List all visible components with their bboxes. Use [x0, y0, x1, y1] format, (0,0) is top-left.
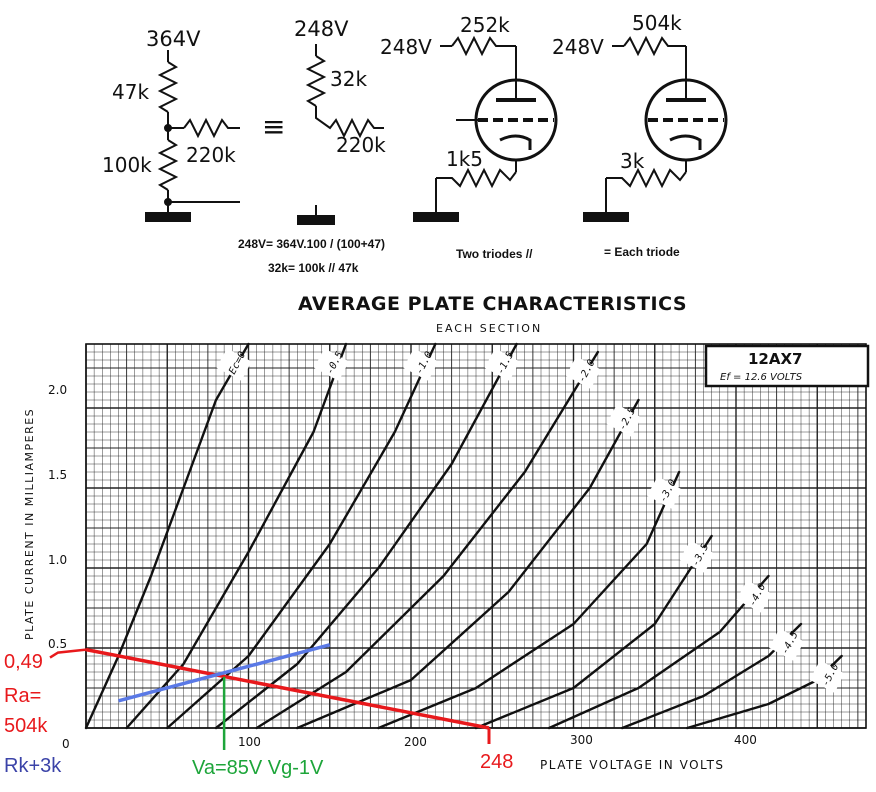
- resistor-1k5: [436, 167, 517, 189]
- heater-voltage-label: Ef = 12.6 VOLTS: [720, 372, 803, 383]
- each-triode-r-plate-label: 504k: [632, 11, 682, 35]
- supply-voltage-annotation: 248: [480, 751, 513, 773]
- ground-symbol: [413, 212, 459, 222]
- ra-value-annotation: 504k: [4, 715, 48, 737]
- y-tick-label: 0.5: [48, 637, 67, 651]
- resistor-252k: [451, 35, 516, 57]
- curve-label-background: [679, 540, 715, 573]
- x-tick-label: 300: [570, 733, 593, 747]
- divider-r-top-label: 47k: [112, 80, 149, 104]
- grid-voltage-curve: [474, 534, 713, 730]
- curve-label-background: [769, 628, 805, 661]
- each-triode-r-cathode-label: 3k: [620, 149, 645, 173]
- grid-voltage-curve: [547, 574, 770, 730]
- curve-label-background: [647, 476, 683, 509]
- thevenin-voltage-label: 248V: [294, 17, 349, 41]
- y-tick-label: 1.0: [48, 553, 67, 567]
- tube-label-box: 12AX7 Ef = 12.6 VOLTS: [704, 344, 870, 388]
- ground-symbol: [145, 212, 191, 222]
- chart-title: AVERAGE PLATE CHARACTERISTICS: [298, 293, 687, 315]
- schematic: [145, 35, 728, 225]
- grid-voltage-curve: [377, 470, 681, 730]
- y-tick-label: 1.5: [48, 468, 67, 482]
- x-tick-label: 0: [62, 737, 70, 751]
- divider-r-bottom-label: 100k: [102, 153, 152, 177]
- curve-label-background: [403, 348, 439, 381]
- schematic-labels: 364V 47k 220k 100k ≡ 248V 32k 220k 248V …: [102, 11, 682, 275]
- divider-r-load-label: 220k: [186, 143, 236, 167]
- two-triodes-r-plate-label: 252k: [460, 13, 510, 37]
- curve-label-background: [216, 348, 252, 381]
- y-axis-label: PLATE CURRENT IN MILLIAMPERES: [23, 408, 36, 640]
- curve-label-background: [484, 348, 520, 381]
- ground-symbol: [583, 212, 629, 222]
- equivalence-symbol: ≡: [262, 110, 285, 143]
- grid-voltage-curve: [125, 342, 348, 730]
- cathode-bias-line: [118, 643, 331, 703]
- grid-voltage-curve: [296, 398, 640, 730]
- voltage-formula-note: 248V= 364V.100 / (100+47): [238, 237, 385, 251]
- each-triode-supply-label: 248V: [552, 35, 604, 59]
- x-tick-label: 200: [404, 735, 427, 749]
- x-axis-label: PLATE VOLTAGE IN VOLTS: [540, 758, 725, 772]
- plate-characteristics-chart: AVERAGE PLATE CHARACTERISTICS EACH SECTI…: [0, 285, 876, 792]
- resistor-32k: [305, 55, 327, 107]
- two-triodes-supply-label: 248V: [380, 35, 432, 59]
- two-triodes-note: Two triodes //: [456, 247, 533, 261]
- each-triode-note: = Each triode: [604, 245, 680, 259]
- curve-label-background: [565, 356, 601, 389]
- resistor-3k: [606, 167, 687, 189]
- thevenin-r-source-label: 32k: [330, 67, 367, 91]
- each-triode-circuit: [583, 35, 728, 222]
- resistor-100k: [157, 139, 179, 191]
- resistor-504k: [623, 35, 686, 57]
- chart-overlays: [49, 643, 491, 750]
- ground-symbol: [297, 215, 335, 225]
- resistor-47k: [157, 61, 179, 113]
- curve-label-background: [736, 580, 772, 613]
- chart-curves: Ec=0 -0.5 -1.0 -1.5 -2.0-2.5-3.0-3.5-4.0-4.5…: [84, 342, 845, 730]
- curve-label-background: [314, 348, 350, 381]
- grid-voltage-curve: [84, 342, 250, 730]
- rk-annotation: Rk+3k: [4, 755, 62, 777]
- divider-supply-label: 364V: [146, 27, 201, 51]
- resistor-220k-load: [183, 117, 240, 139]
- x-tick-label: 100: [238, 735, 261, 749]
- tube-type-label: 12AX7: [748, 350, 803, 368]
- y-tick-label: 2.0: [48, 383, 67, 397]
- chart-subtitle: EACH SECTION: [436, 322, 542, 335]
- plate-current-annotation: 0,49: [4, 651, 43, 673]
- grid-voltage-curve: [255, 350, 600, 730]
- x-tick-label: 400: [734, 733, 757, 747]
- load-line: [85, 647, 490, 730]
- curve-label-background: [606, 404, 642, 437]
- operating-point-annotation: Va=85V Vg-1V: [192, 757, 324, 779]
- resistance-formula-note: 32k= 100k // 47k: [268, 261, 359, 275]
- thevenin-circuit: [297, 44, 384, 225]
- curve-label-background: [809, 660, 845, 693]
- grid-voltage-curve: [166, 342, 437, 730]
- two-triodes-r-cathode-label: 1k5: [446, 147, 483, 171]
- two-triodes-circuit: [413, 35, 558, 222]
- thevenin-r-load-label: 220k: [336, 133, 386, 157]
- voltage-divider-circuit: [145, 50, 240, 222]
- ra-label-annotation: Ra=: [4, 685, 41, 707]
- current-marker: [49, 648, 87, 659]
